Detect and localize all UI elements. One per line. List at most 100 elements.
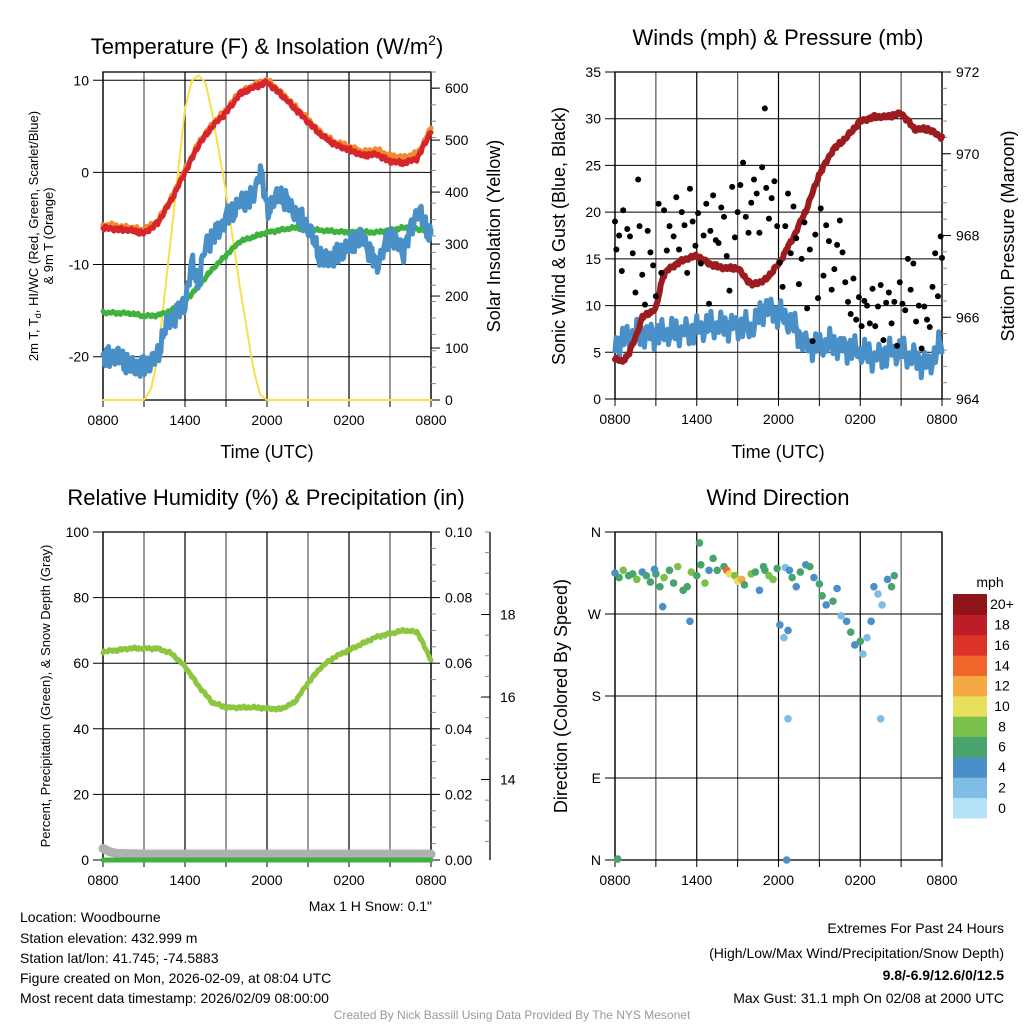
colorbar-swatch xyxy=(953,594,987,615)
wind-direction-point xyxy=(658,602,667,611)
gust-point xyxy=(737,182,744,189)
wind-direction-point xyxy=(709,554,717,563)
gust-point xyxy=(750,176,757,183)
colorbar-swatch xyxy=(953,756,987,778)
gust-point xyxy=(710,192,717,199)
gust-point xyxy=(673,194,680,201)
gust-point xyxy=(641,301,648,308)
right-tick-label: 0.06 xyxy=(445,655,472,671)
gust-point xyxy=(888,320,895,327)
gust-point xyxy=(869,285,876,292)
gust-point xyxy=(801,219,808,226)
right-tick-label: 0.04 xyxy=(445,721,472,737)
wind-direction-point xyxy=(776,621,784,629)
colorbar-label: 14 xyxy=(994,657,1010,673)
gust-point xyxy=(787,250,794,257)
x-tick-label: 0200 xyxy=(333,412,364,428)
gust-point xyxy=(768,195,775,202)
wind-direction-point xyxy=(673,562,682,571)
x-tick-label: 1400 xyxy=(169,872,200,888)
gust-point xyxy=(880,337,887,344)
wind-direction-point xyxy=(683,582,692,591)
x-tick-label: 0200 xyxy=(845,411,876,427)
colorbar-label: 10 xyxy=(994,698,1010,714)
right-tick-label: 0 xyxy=(445,392,453,408)
wind-direction-point xyxy=(785,566,794,575)
y-tick-label: N xyxy=(591,524,601,540)
y-tick-label: 15 xyxy=(585,251,601,267)
gust-point xyxy=(907,286,914,293)
credit-label: Created By Nick Bassill Using Data Provi… xyxy=(334,1008,691,1022)
y-tick-label: 10 xyxy=(73,72,89,88)
pressure-axis-label: Station Pressure (Maroon) xyxy=(998,130,1018,341)
wind-direction-point xyxy=(784,714,792,723)
wind-chill-line xyxy=(100,163,434,379)
colorbar-label: 4 xyxy=(998,759,1006,775)
colorbar-label: 16 xyxy=(994,637,1010,653)
wind-direction-point xyxy=(851,641,859,649)
right-tick-label: 0.02 xyxy=(445,786,472,802)
gust-point xyxy=(934,293,941,300)
gust-point xyxy=(666,223,673,230)
gust-point xyxy=(774,223,781,230)
winds-chart: 0800 1400 2000 0200 0800 0 5 10 15 20 25 30 35 964 966… xyxy=(585,64,979,427)
winds-chart-title: Winds (mph) & Pressure (mb) xyxy=(633,25,924,50)
right-tick-label: 100 xyxy=(445,340,469,356)
gust-point xyxy=(834,241,841,248)
y-tick-label: 20 xyxy=(73,786,89,802)
right-tick-label: 968 xyxy=(956,228,980,244)
y-tick-label: 100 xyxy=(66,524,90,540)
gust-point xyxy=(815,295,822,302)
figure-created-label: Figure created on Mon, 2026-02-09, at 08… xyxy=(20,970,331,986)
x-tick-label: 2000 xyxy=(763,411,794,427)
right-tick-label: 970 xyxy=(956,146,980,162)
gust-point xyxy=(924,316,931,323)
right-tick-label: 0.00 xyxy=(445,852,472,868)
right-tick-label: 964 xyxy=(956,391,980,407)
wind-direction-point xyxy=(878,601,886,609)
extremes-title: Extremes For Past 24 Hours xyxy=(827,920,1004,936)
gust-point xyxy=(650,262,657,269)
x-tick-label: 0800 xyxy=(599,872,630,888)
y-tick-label: 0 xyxy=(593,391,601,407)
wind-direction-point xyxy=(759,562,768,571)
gust-point xyxy=(820,272,827,279)
gust-point xyxy=(809,338,816,345)
gust-point xyxy=(618,268,625,275)
colorbar-label: 0 xyxy=(998,800,1006,816)
wind-direction-point xyxy=(646,578,655,586)
y-tick-label: 60 xyxy=(73,655,89,671)
wind-direction-point xyxy=(782,856,791,864)
gust-point xyxy=(742,213,749,220)
colorbar-swatch xyxy=(953,777,987,799)
winds-x-axis-label: Time (UTC) xyxy=(731,442,824,462)
wind-direction-point xyxy=(650,565,659,574)
wind-direction-chart: 0800 1400 2000 0200 0800 N E S W N xyxy=(588,524,958,888)
location-label: Location: Woodbourne xyxy=(20,909,161,925)
gust-point xyxy=(726,287,733,294)
wind-direction-point xyxy=(619,566,627,575)
wind-direction-point xyxy=(822,601,830,609)
gust-point xyxy=(872,323,879,330)
max-gust-label: Max Gust: 31.1 mph On 02/08 at 2000 UTC xyxy=(733,990,1004,1006)
gust-point xyxy=(877,282,884,289)
snow-depth-line xyxy=(98,844,436,859)
gust-point xyxy=(891,298,898,305)
wind-direction-point xyxy=(665,566,674,575)
gust-point xyxy=(632,289,639,296)
wind-direction-point xyxy=(829,597,837,606)
y-tick-label: 10 xyxy=(585,298,601,314)
gust-point xyxy=(785,190,792,197)
gust-point xyxy=(885,289,892,296)
wind-direction-point xyxy=(687,568,696,576)
gust-point xyxy=(658,269,665,276)
colorbar-swatch xyxy=(953,675,987,697)
gust-point xyxy=(806,246,813,253)
gust-point xyxy=(798,255,805,262)
colorbar-label: 2 xyxy=(998,779,1006,795)
wind-direction-point xyxy=(842,617,851,626)
wind-direction-point xyxy=(642,571,651,580)
gust-point xyxy=(850,275,857,282)
gust-point xyxy=(853,316,860,323)
